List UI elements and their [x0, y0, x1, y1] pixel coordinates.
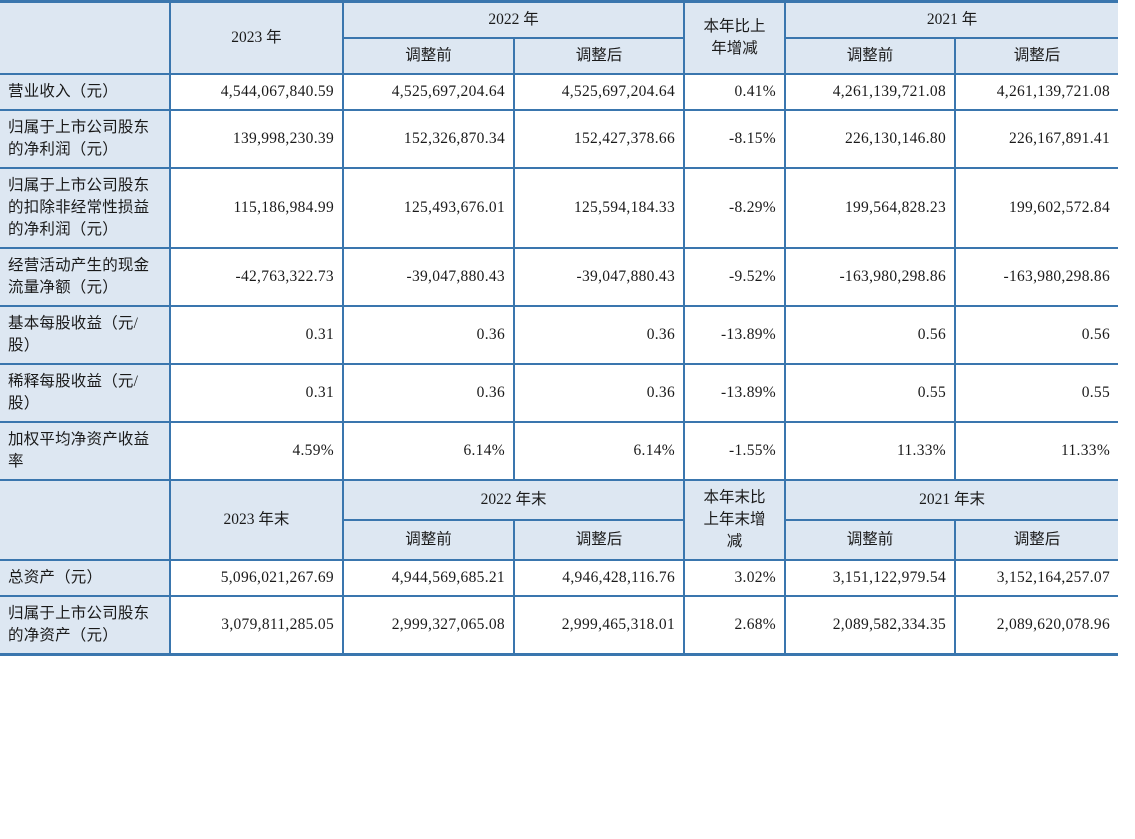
table-row: 归属于上市公司股东的净资产（元） 3,079,811,285.05 2,999,…	[0, 595, 1119, 656]
header-group-2021: 2021 年	[784, 0, 1119, 39]
cell-2022-before: -39,047,880.43	[342, 247, 515, 307]
header-2022-after-adjust: 调整后	[512, 37, 686, 75]
cell-2022-before: 2,999,327,065.08	[342, 595, 515, 656]
cell-2021-after: 0.56	[954, 305, 1119, 365]
cell-change: -13.89%	[683, 363, 787, 423]
section1-header-row-1: 2023 年 2022 年 本年比上 年增减 2021 年	[0, 0, 1119, 75]
section1-header-row-2: 调整前 调整后 调整前 调整后	[0, 37, 1119, 75]
row-label: 归属于上市公司股东的扣除非经常性损益的净利润（元）	[0, 167, 171, 249]
cell-2022-after: -39,047,880.43	[512, 247, 686, 307]
cell-2023: 115,186,984.99	[169, 167, 344, 249]
cell-2022-after: 2,999,465,318.01	[512, 595, 686, 656]
header-2021-end-before-adjust: 调整前	[784, 519, 957, 561]
cell-2023: 0.31	[169, 305, 344, 365]
cell-change: -8.29%	[683, 167, 787, 249]
row-label: 基本每股收益（元/股）	[0, 305, 171, 365]
cell-2021-after: 199,602,572.84	[954, 167, 1119, 249]
row-label: 归属于上市公司股东的净利润（元）	[0, 109, 171, 169]
table-row: 总资产（元） 5,096,021,267.69 4,944,569,685.21…	[0, 559, 1119, 597]
cell-2021-before: 226,130,146.80	[784, 109, 957, 169]
cell-2021-before: 11.33%	[784, 421, 957, 481]
row-label: 总资产（元）	[0, 559, 171, 597]
cell-change: -13.89%	[683, 305, 787, 365]
table-row: 归属于上市公司股东的净利润（元） 139,998,230.39 152,326,…	[0, 109, 1119, 169]
cell-2023: 4.59%	[169, 421, 344, 481]
cell-2021-before: 0.55	[784, 363, 957, 423]
header-2022-end-before-adjust: 调整前	[343, 519, 515, 561]
row-label: 稀释每股收益（元/股）	[0, 363, 171, 423]
cell-2021-before: 4,261,139,721.08	[784, 73, 957, 111]
cell-2022-before: 152,326,870.34	[342, 109, 515, 169]
cell-2022-before: 4,944,569,685.21	[342, 559, 515, 597]
table-row: 经营活动产生的现金流量净额（元） -42,763,322.73 -39,047,…	[0, 247, 1119, 307]
cell-2022-after: 4,525,697,204.64	[512, 73, 686, 111]
header-corner-cell-1	[0, 0, 171, 75]
header-2021-before-adjust: 调整前	[784, 37, 957, 75]
cell-2022-after: 6.14%	[512, 421, 686, 481]
table-row: 加权平均净资产收益率 4.59% 6.14% 6.14% -1.55% 11.3…	[0, 421, 1119, 481]
cell-change: 2.68%	[683, 595, 787, 656]
cell-2022-before: 4,525,697,204.64	[342, 73, 515, 111]
cell-2021-after: 2,089,620,078.96	[954, 595, 1119, 656]
cell-2022-after: 152,427,378.66	[512, 109, 686, 169]
cell-2023: 5,096,021,267.69	[169, 559, 344, 597]
header-2021-end-after-adjust: 调整后	[954, 519, 1119, 561]
cell-change: 0.41%	[683, 73, 787, 111]
header-yoy-change-year-end: 本年末比 上年末增 减	[683, 479, 787, 561]
cell-2021-after: -163,980,298.86	[954, 247, 1119, 307]
cell-2021-after: 4,261,139,721.08	[954, 73, 1119, 111]
cell-2023: 4,544,067,840.59	[169, 73, 344, 111]
cell-2021-before: 0.56	[784, 305, 957, 365]
header-2022-before-adjust: 调整前	[343, 37, 515, 75]
header-group-2022: 2022 年	[341, 0, 686, 39]
header-yoy-change: 本年比上 年增减	[683, 0, 787, 75]
row-label: 归属于上市公司股东的净资产（元）	[0, 595, 171, 656]
cell-2023: -42,763,322.73	[169, 247, 344, 307]
cell-2022-before: 0.36	[342, 363, 515, 423]
header-2021-after-adjust: 调整后	[954, 37, 1119, 75]
cell-2022-after: 0.36	[512, 305, 686, 365]
row-label: 经营活动产生的现金流量净额（元）	[0, 247, 171, 307]
cell-change: 3.02%	[683, 559, 787, 597]
table-row: 基本每股收益（元/股） 0.31 0.36 0.36 -13.89% 0.56 …	[0, 305, 1119, 365]
cell-2022-after: 125,594,184.33	[512, 167, 686, 249]
cell-2023: 139,998,230.39	[169, 109, 344, 169]
cell-2022-after: 4,946,428,116.76	[512, 559, 686, 597]
cell-2021-after: 3,152,164,257.07	[954, 559, 1119, 597]
cell-change: -8.15%	[683, 109, 787, 169]
cell-2021-before: 2,089,582,334.35	[784, 595, 957, 656]
cell-2022-before: 6.14%	[342, 421, 515, 481]
cell-2021-after: 11.33%	[954, 421, 1119, 481]
cell-2021-after: 0.55	[954, 363, 1119, 423]
header-year-end-2023: 2023 年末	[169, 479, 344, 561]
cell-2021-before: -163,980,298.86	[784, 247, 957, 307]
row-label: 营业收入（元）	[0, 73, 171, 111]
financial-highlights-table: 2023 年 2022 年 本年比上 年增减 2021 年 调整前 调整后 调整…	[0, 0, 1119, 656]
cell-2023: 0.31	[169, 363, 344, 423]
table-row: 稀释每股收益（元/股） 0.31 0.36 0.36 -13.89% 0.55 …	[0, 363, 1119, 423]
header-corner-cell-2	[0, 479, 171, 561]
cell-change: -9.52%	[683, 247, 787, 307]
table-row: 归属于上市公司股东的扣除非经常性损益的净利润（元） 115,186,984.99…	[0, 167, 1119, 249]
cell-2021-before: 199,564,828.23	[784, 167, 957, 249]
header-year-2023: 2023 年	[169, 0, 344, 75]
cell-change: -1.55%	[683, 421, 787, 481]
header-2022-end-after-adjust: 调整后	[512, 519, 686, 561]
cell-2023: 3,079,811,285.05	[169, 595, 344, 656]
section2-header-row-1: 2023 年末 2022 年末 本年末比 上年末增 减 2021 年末	[0, 479, 1119, 561]
cell-2022-before: 0.36	[342, 305, 515, 365]
header-group-year-end-2022: 2022 年末	[341, 479, 686, 521]
cell-2021-after: 226,167,891.41	[954, 109, 1119, 169]
cell-2021-before: 3,151,122,979.54	[784, 559, 957, 597]
cell-2022-after: 0.36	[512, 363, 686, 423]
cell-2022-before: 125,493,676.01	[342, 167, 515, 249]
header-group-year-end-2021: 2021 年末	[784, 479, 1119, 521]
section2-header-row-2: 调整前 调整后 调整前 调整后	[0, 519, 1119, 561]
table-row: 营业收入（元） 4,544,067,840.59 4,525,697,204.6…	[0, 73, 1119, 111]
row-label: 加权平均净资产收益率	[0, 421, 171, 481]
